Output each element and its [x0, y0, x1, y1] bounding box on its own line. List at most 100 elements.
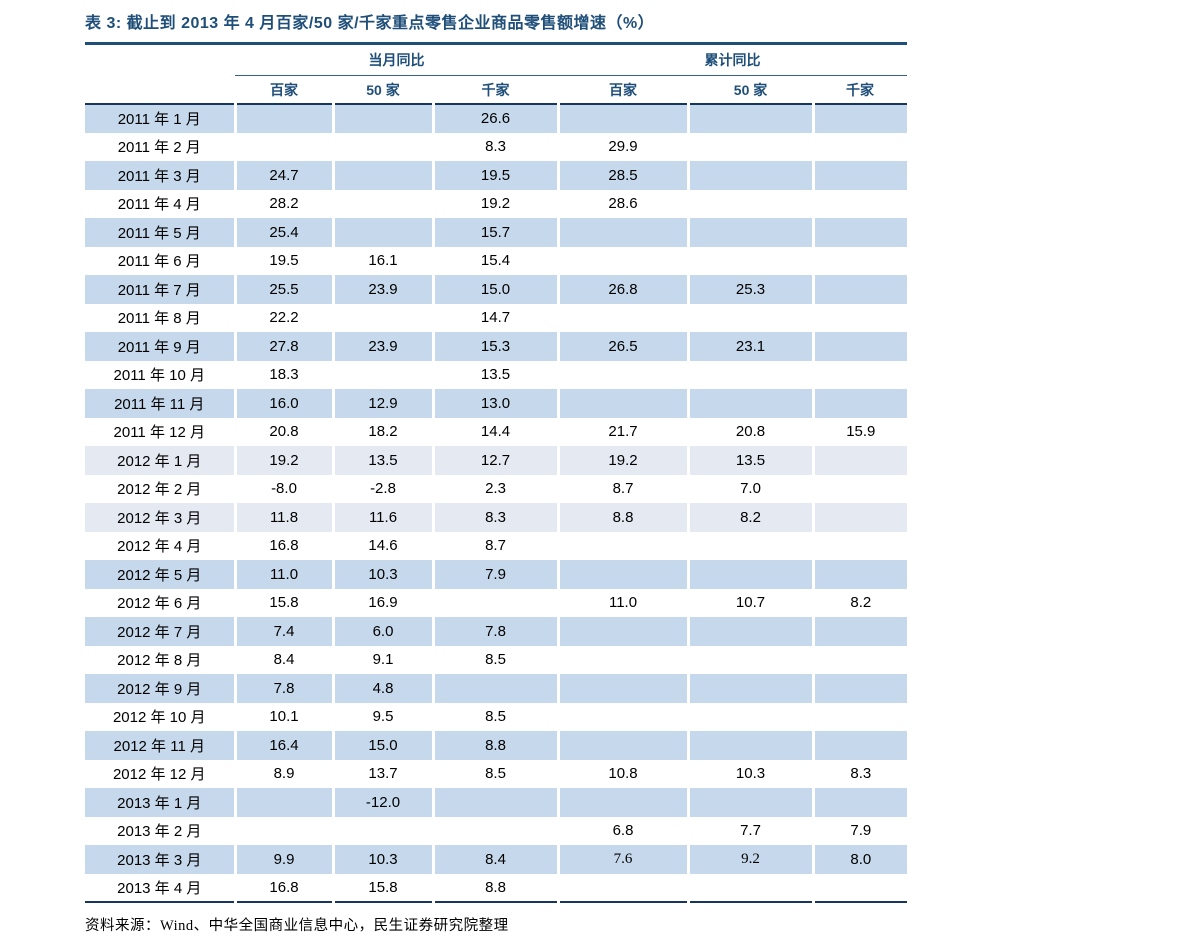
value-cell — [688, 303, 815, 332]
value-cell: 8.8 — [558, 503, 690, 532]
row-label-month: 2013 年 4 月 — [85, 873, 237, 903]
value-cell: 10.7 — [688, 588, 815, 617]
value-cell: 6.0 — [333, 617, 435, 646]
value-cell — [433, 674, 560, 703]
value-cell — [235, 788, 335, 817]
value-cell: 8.8 — [433, 873, 560, 903]
row-label-month: 2011 年 12 月 — [85, 417, 237, 446]
row-label-month: 2013 年 1 月 — [85, 788, 237, 817]
value-cell — [688, 645, 815, 674]
value-cell: 15.4 — [433, 246, 560, 275]
value-cell: 23.9 — [333, 332, 435, 361]
value-cell — [813, 645, 908, 674]
value-cell — [688, 218, 815, 247]
value-cell — [333, 303, 435, 332]
value-cell — [688, 674, 815, 703]
value-cell — [813, 360, 908, 389]
value-cell: 13.5 — [688, 446, 815, 475]
value-cell — [813, 246, 908, 275]
value-cell: 23.1 — [688, 332, 815, 361]
value-cell: 7.9 — [433, 560, 560, 589]
table-row: 2012 年 3 月 11.8 11.6 8.3 8.8 8.2 — [85, 503, 908, 532]
table-row: 2011 年 3 月 24.7 19.5 28.5 — [85, 161, 908, 190]
value-cell: 6.8 — [558, 816, 690, 845]
value-cell: 15.3 — [433, 332, 560, 361]
value-cell — [813, 161, 908, 190]
value-cell — [813, 104, 908, 133]
row-label-month: 2012 年 12 月 — [85, 759, 237, 788]
value-cell: 16.8 — [235, 873, 335, 903]
table-row: 2011 年 9 月 27.8 23.9 15.3 26.5 23.1 — [85, 332, 908, 361]
row-label-month: 2012 年 8 月 — [85, 645, 237, 674]
row-label-month: 2011 年 6 月 — [85, 246, 237, 275]
value-cell — [688, 873, 815, 903]
value-cell: 15.8 — [333, 873, 435, 903]
value-cell: 8.3 — [433, 132, 560, 161]
value-cell: 16.9 — [333, 588, 435, 617]
table-row: 2012 年 9 月 7.8 4.8 — [85, 674, 908, 703]
value-cell: 8.5 — [433, 645, 560, 674]
table-row: 2011 年 6 月 19.5 16.1 15.4 — [85, 246, 908, 275]
column-header-top1000-monthly: 千家 — [433, 75, 559, 105]
table-row: 2012 年 11 月 16.4 15.0 8.8 — [85, 731, 908, 760]
value-cell — [333, 104, 435, 133]
value-cell — [558, 873, 690, 903]
value-cell: 18.2 — [333, 417, 435, 446]
value-cell: 20.8 — [688, 417, 815, 446]
value-cell: 7.8 — [235, 674, 335, 703]
value-cell — [235, 816, 335, 845]
value-cell — [558, 560, 690, 589]
value-cell — [688, 389, 815, 418]
table-row: 2012 年 1 月 19.2 13.5 12.7 19.2 13.5 — [85, 446, 908, 475]
value-cell: 21.7 — [558, 417, 690, 446]
value-cell: 16.0 — [235, 389, 335, 418]
source-note: 资料来源：Wind、中华全国商业信息中心，民生证券研究院整理 — [85, 918, 509, 934]
value-cell — [688, 161, 815, 190]
value-cell: 14.7 — [433, 303, 560, 332]
value-cell — [688, 560, 815, 589]
table-row: 2011 年 10 月 18.3 13.5 — [85, 360, 908, 389]
value-cell: 28.6 — [558, 189, 690, 218]
row-label-month: 2011 年 1 月 — [85, 104, 237, 133]
report-page: 表 3: 截止到 2013 年 4 月百家/50 家/千家重点零售企业商品零售额… — [85, 15, 908, 934]
value-cell — [333, 360, 435, 389]
header-corner-cell — [85, 45, 235, 76]
table-row: 2011 年 8 月 22.2 14.7 — [85, 303, 908, 332]
row-label-month: 2011 年 4 月 — [85, 189, 237, 218]
value-cell: 28.2 — [235, 189, 335, 218]
table-row: 2012 年 4 月 16.8 14.6 8.7 — [85, 531, 908, 560]
value-cell — [558, 360, 690, 389]
value-cell: 10.3 — [333, 560, 435, 589]
value-cell — [813, 674, 908, 703]
value-cell: 11.0 — [235, 560, 335, 589]
row-label-month: 2011 年 7 月 — [85, 275, 237, 304]
value-cell — [688, 189, 815, 218]
value-cell — [558, 617, 690, 646]
group-header-row: 当月同比 累计同比 — [85, 45, 908, 76]
table-row: 2012 年 7 月 7.4 6.0 7.8 — [85, 617, 908, 646]
row-label-month: 2012 年 3 月 — [85, 503, 237, 532]
value-cell — [813, 731, 908, 760]
value-cell — [688, 132, 815, 161]
value-cell: 19.5 — [433, 161, 560, 190]
value-cell: 9.9 — [235, 845, 335, 874]
value-cell: 27.8 — [235, 332, 335, 361]
value-cell: 16.8 — [235, 531, 335, 560]
value-cell — [333, 816, 435, 845]
value-cell: 10.3 — [333, 845, 435, 874]
value-cell: 20.8 — [235, 417, 335, 446]
value-cell — [688, 788, 815, 817]
value-cell: 13.5 — [433, 360, 560, 389]
value-cell — [688, 731, 815, 760]
value-cell: 9.2 — [688, 845, 815, 874]
value-cell — [433, 788, 560, 817]
value-cell: 19.2 — [235, 446, 335, 475]
row-label-month: 2011 年 9 月 — [85, 332, 237, 361]
value-cell — [688, 360, 815, 389]
row-label-month: 2012 年 4 月 — [85, 531, 237, 560]
table-row: 2011 年 12 月 20.8 18.2 14.4 21.7 20.8 15.9 — [85, 417, 908, 446]
table-row: 2013 年 4 月 16.8 15.8 8.8 — [85, 873, 908, 903]
value-cell — [333, 218, 435, 247]
row-label-month: 2011 年 10 月 — [85, 360, 237, 389]
value-cell: 25.4 — [235, 218, 335, 247]
